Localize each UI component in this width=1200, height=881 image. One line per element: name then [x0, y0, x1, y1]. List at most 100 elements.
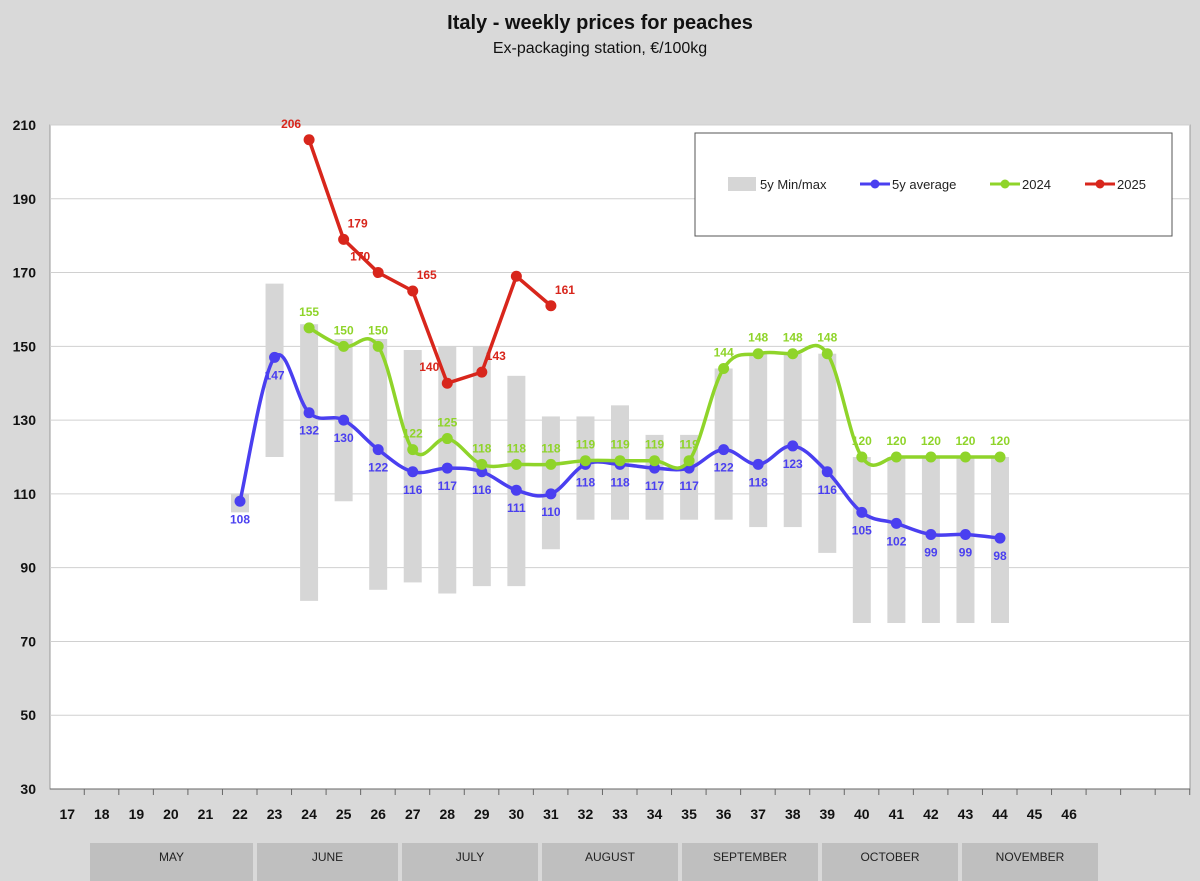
- data-point-avg: [752, 458, 764, 470]
- month-label: OCTOBER: [822, 843, 958, 881]
- data-point-y2024: [752, 348, 764, 360]
- data-label-avg: 118: [576, 475, 596, 489]
- minmax-bar: [403, 350, 422, 583]
- x-tick-label: 29: [474, 806, 490, 822]
- data-label-avg: 117: [438, 479, 458, 493]
- data-point-y2024: [925, 451, 937, 463]
- minmax-bar: [369, 338, 388, 590]
- data-point-y2024: [821, 348, 833, 360]
- data-point-y2024: [303, 322, 315, 334]
- y-tick-label: 50: [20, 707, 36, 723]
- x-tick-label: 22: [232, 806, 248, 822]
- minmax-bar: [818, 353, 837, 553]
- data-point-avg: [407, 466, 419, 478]
- data-point-y2025: [338, 233, 350, 245]
- data-point-y2024: [476, 458, 488, 470]
- data-label-y2024: 148: [783, 331, 803, 345]
- y-tick-label: 30: [20, 781, 36, 797]
- data-point-avg: [787, 440, 799, 452]
- month-label: AUGUST: [542, 843, 678, 881]
- data-label-y2024: 120: [955, 434, 975, 448]
- minmax-bar: [956, 457, 975, 623]
- data-label-y2025: 165: [417, 268, 437, 282]
- data-label-y2025: 206: [281, 117, 301, 131]
- data-point-y2025: [441, 377, 453, 389]
- month-label: SEPTEMBER: [682, 843, 818, 881]
- data-label-avg: 102: [886, 534, 906, 548]
- data-label-avg: 118: [610, 475, 630, 489]
- data-label-y2024: 122: [403, 427, 423, 441]
- x-tick-label: 43: [958, 806, 974, 822]
- legend-label: 2025: [1117, 177, 1146, 192]
- data-label-y2024: 148: [748, 331, 768, 345]
- data-point-y2025: [510, 270, 522, 282]
- data-label-avg: 117: [645, 479, 665, 493]
- x-tick-label: 20: [163, 806, 179, 822]
- data-point-avg: [821, 466, 833, 478]
- data-label-avg: 116: [403, 483, 423, 497]
- x-tick-label: 45: [1027, 806, 1043, 822]
- y-tick-label: 110: [13, 486, 36, 502]
- data-label-avg: 122: [714, 461, 734, 475]
- x-tick-label: 32: [578, 806, 594, 822]
- data-point-y2024: [718, 362, 730, 374]
- data-label-avg: 118: [749, 475, 769, 489]
- data-point-avg: [925, 528, 937, 540]
- minmax-bar: [714, 368, 733, 520]
- data-point-avg: [959, 528, 971, 540]
- data-label-y2024: 120: [886, 434, 906, 448]
- legend-label: 2024: [1022, 177, 1051, 192]
- data-point-y2024: [407, 444, 419, 456]
- minmax-bar: [300, 324, 319, 601]
- data-point-y2024: [372, 340, 384, 352]
- data-point-y2024: [787, 348, 799, 360]
- data-label-avg: 122: [368, 461, 388, 475]
- legend-marker-y2025: [1095, 179, 1105, 189]
- month-label: MAY: [90, 843, 253, 881]
- data-point-y2024: [856, 451, 868, 463]
- legend-label: 5y average: [892, 177, 956, 192]
- data-point-y2024: [614, 455, 626, 467]
- y-tick-label: 130: [13, 412, 37, 428]
- x-tick-label: 25: [336, 806, 352, 822]
- data-point-avg: [269, 351, 281, 363]
- data-label-avg: 110: [541, 505, 561, 519]
- data-point-avg: [510, 484, 522, 496]
- month-label: JUNE: [257, 843, 398, 881]
- data-point-y2024: [890, 451, 902, 463]
- minmax-bar: [749, 353, 768, 528]
- data-label-avg: 116: [472, 483, 492, 497]
- legend-swatch-minmax: [728, 177, 756, 191]
- data-point-avg: [303, 407, 315, 419]
- data-label-avg: 111: [507, 501, 526, 515]
- legend-marker-avg: [870, 179, 880, 189]
- data-point-avg: [718, 444, 730, 456]
- x-tick-label: 46: [1061, 806, 1077, 822]
- y-tick-label: 150: [13, 338, 37, 354]
- x-tick-label: 23: [267, 806, 283, 822]
- data-label-y2025: 170: [350, 250, 370, 264]
- data-point-y2024: [649, 455, 661, 467]
- data-label-avg: 117: [679, 479, 699, 493]
- data-point-y2025: [476, 366, 488, 378]
- data-label-avg: 108: [230, 512, 250, 526]
- data-point-avg: [994, 532, 1006, 544]
- data-label-y2024: 119: [610, 438, 630, 452]
- data-label-y2024: 125: [437, 416, 457, 430]
- y-tick-label: 90: [20, 560, 36, 576]
- data-point-y2024: [959, 451, 971, 463]
- x-tick-label: 36: [716, 806, 732, 822]
- data-label-y2024: 119: [645, 438, 665, 452]
- x-tick-label: 17: [59, 806, 75, 822]
- x-tick-label: 31: [543, 806, 559, 822]
- data-label-y2024: 119: [576, 438, 596, 452]
- data-label-avg: 132: [299, 424, 319, 438]
- minmax-bar: [921, 457, 940, 623]
- data-point-avg: [234, 495, 246, 507]
- x-tick-label: 38: [785, 806, 801, 822]
- legend-marker-y2024: [1000, 179, 1010, 189]
- data-label-y2024: 148: [817, 331, 837, 345]
- data-label-y2025: 161: [555, 283, 575, 297]
- data-label-avg: 105: [852, 523, 872, 537]
- data-label-avg: 130: [334, 431, 354, 445]
